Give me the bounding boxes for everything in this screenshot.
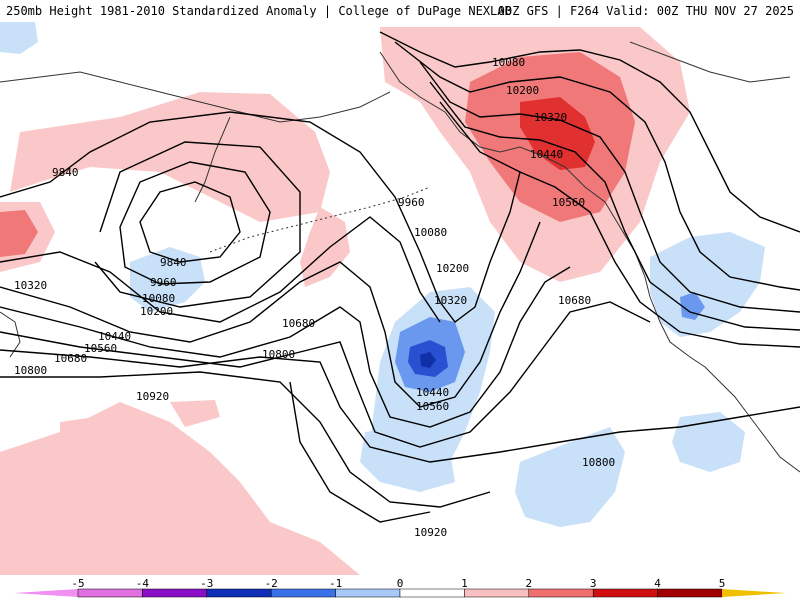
height-contours — [0, 31, 800, 523]
contour-label: 10080 — [492, 56, 525, 69]
contour-10920-south — [289, 381, 431, 523]
colorbar-swatch — [657, 588, 723, 598]
contour-label: 10440 — [530, 148, 563, 161]
contour-10320-ridge — [419, 61, 800, 313]
contour-10560-ridge — [439, 101, 800, 348]
contour-label: 10680 — [282, 317, 315, 330]
contour-label: 10440 — [98, 330, 131, 343]
contour-label: 10800 — [262, 348, 295, 361]
contour-label: 10800 — [582, 456, 615, 469]
contour-10440-wave — [0, 221, 541, 408]
contour-9960-low — [119, 161, 271, 285]
contour-label: 10680 — [54, 352, 87, 365]
contour-10800-wave — [0, 349, 800, 463]
anomaly-pos1-kamchatka — [300, 207, 350, 287]
contour-9840-low — [139, 181, 241, 263]
contour-10080-low — [94, 141, 301, 308]
anomaly-pos3-alaska — [520, 97, 595, 170]
anomaly-neg2-west-us — [680, 292, 705, 320]
coast-alaska — [379, 51, 651, 298]
anomaly-pos2-west — [0, 210, 38, 257]
coastlines — [0, 41, 800, 473]
contour-label: 10560 — [552, 196, 585, 209]
contour-label: 10200 — [506, 84, 539, 97]
contour-label: 10200 — [140, 305, 173, 318]
colorbar-swatch — [528, 588, 594, 598]
contour-label: 10560 — [416, 400, 449, 413]
colorbar-tick-label: 5 — [718, 577, 726, 590]
anomaly-pos1-bering-a — [10, 92, 330, 222]
contour-10920-wave — [0, 371, 491, 508]
positive-anomaly-shading — [0, 27, 690, 575]
contour-label: 10800 — [14, 364, 47, 377]
contour-label: 9960 — [150, 276, 177, 289]
colorbar-tick-label: -2 — [264, 577, 278, 590]
colorbar-swatch — [142, 588, 208, 598]
contour-label: 10320 — [534, 111, 567, 124]
contour-label: 10560 — [84, 342, 117, 355]
map-title: 250mb Height 1981-2010 Standardized Anom… — [6, 4, 512, 18]
contour-label: 9840 — [160, 256, 187, 269]
contour-label: 10320 — [14, 279, 47, 292]
colorbar-tick-label: -3 — [200, 577, 214, 590]
contour-label: 10440 — [416, 386, 449, 399]
colorbar-swatch — [335, 588, 401, 598]
colorbar-tick-label: 2 — [525, 577, 533, 590]
anomaly-neg1-hawaii-east — [515, 427, 625, 527]
colorbar-tick-label: -5 — [71, 577, 85, 590]
contour-label: 9840 — [52, 166, 79, 179]
colorbar-tick-label: 3 — [589, 577, 597, 590]
colorbar-swatch — [270, 588, 336, 598]
contour-10440-ridge — [429, 81, 800, 331]
contour-label: 10920 — [414, 526, 447, 539]
anomaly-neg1-nw-corner — [0, 22, 38, 54]
contour-label: 10080 — [414, 226, 447, 239]
anomaly-neg1-west-us — [650, 232, 765, 337]
contour-10680-wave — [0, 301, 651, 448]
colorbar-left-arrow — [14, 589, 78, 597]
colorbar-swatch — [464, 588, 530, 598]
colorbar-tick-label: 4 — [654, 577, 661, 590]
colorbar-swatch — [206, 588, 272, 598]
model-valid-time: 00Z GFS | F264 Valid: 00Z THU NOV 27 202… — [497, 4, 794, 18]
anomaly-neg1-mexico — [672, 412, 745, 472]
anomaly-pos1-south-c — [60, 417, 95, 442]
colorbar-tick-label: 0 — [396, 577, 404, 590]
colorbar-right-arrow — [722, 589, 786, 597]
anomaly-neg4-pacific-low — [420, 352, 436, 368]
coast-west-us — [649, 296, 800, 473]
anomaly-pos1-south-b — [170, 400, 220, 427]
anomaly-colorbar: -5 -4 -3 -2 -1 0 1 2 3 4 5 — [0, 575, 800, 600]
colorbar-tick-label: -4 — [135, 577, 150, 590]
coast-canada-arctic — [629, 41, 791, 83]
colorbar-tick-label: 1 — [461, 577, 468, 590]
anomaly-neg1-bering — [130, 247, 205, 312]
contour-label: 10080 — [142, 292, 175, 305]
contour-label: 9960 — [398, 196, 425, 209]
colorbar-swatch — [592, 588, 658, 598]
contour-10200-north — [394, 41, 800, 291]
coast-kamchatka — [194, 116, 231, 203]
contour-10200-wave — [0, 111, 521, 323]
colorbar-svg — [14, 588, 786, 598]
contour-10080-north — [379, 31, 800, 233]
anomaly-pos1-south-a — [0, 402, 360, 575]
colorbar-tick-label: -1 — [328, 577, 343, 590]
colorbar-swatch — [77, 588, 143, 598]
contour-label: 10680 — [558, 294, 591, 307]
contour-label: 10320 — [434, 294, 467, 307]
coast-japan — [0, 311, 21, 358]
header-bar: 250mb Height 1981-2010 Standardized Anom… — [0, 0, 800, 22]
contour-10320-wave — [0, 216, 441, 323]
contour-labels: 10080 10200 10320 10440 10560 10680 9840… — [14, 56, 615, 539]
negative-anomaly-shading — [0, 22, 765, 527]
anomaly-map: 10080 10200 10320 10440 10560 10680 9840… — [0, 22, 800, 575]
contour-label: 10920 — [136, 390, 169, 403]
coast-siberia — [0, 71, 391, 123]
coast-aleutians — [209, 186, 431, 253]
contour-label: 10200 — [436, 262, 469, 275]
contour-10560-wave — [0, 266, 571, 428]
colorbar-swatch — [399, 588, 465, 598]
